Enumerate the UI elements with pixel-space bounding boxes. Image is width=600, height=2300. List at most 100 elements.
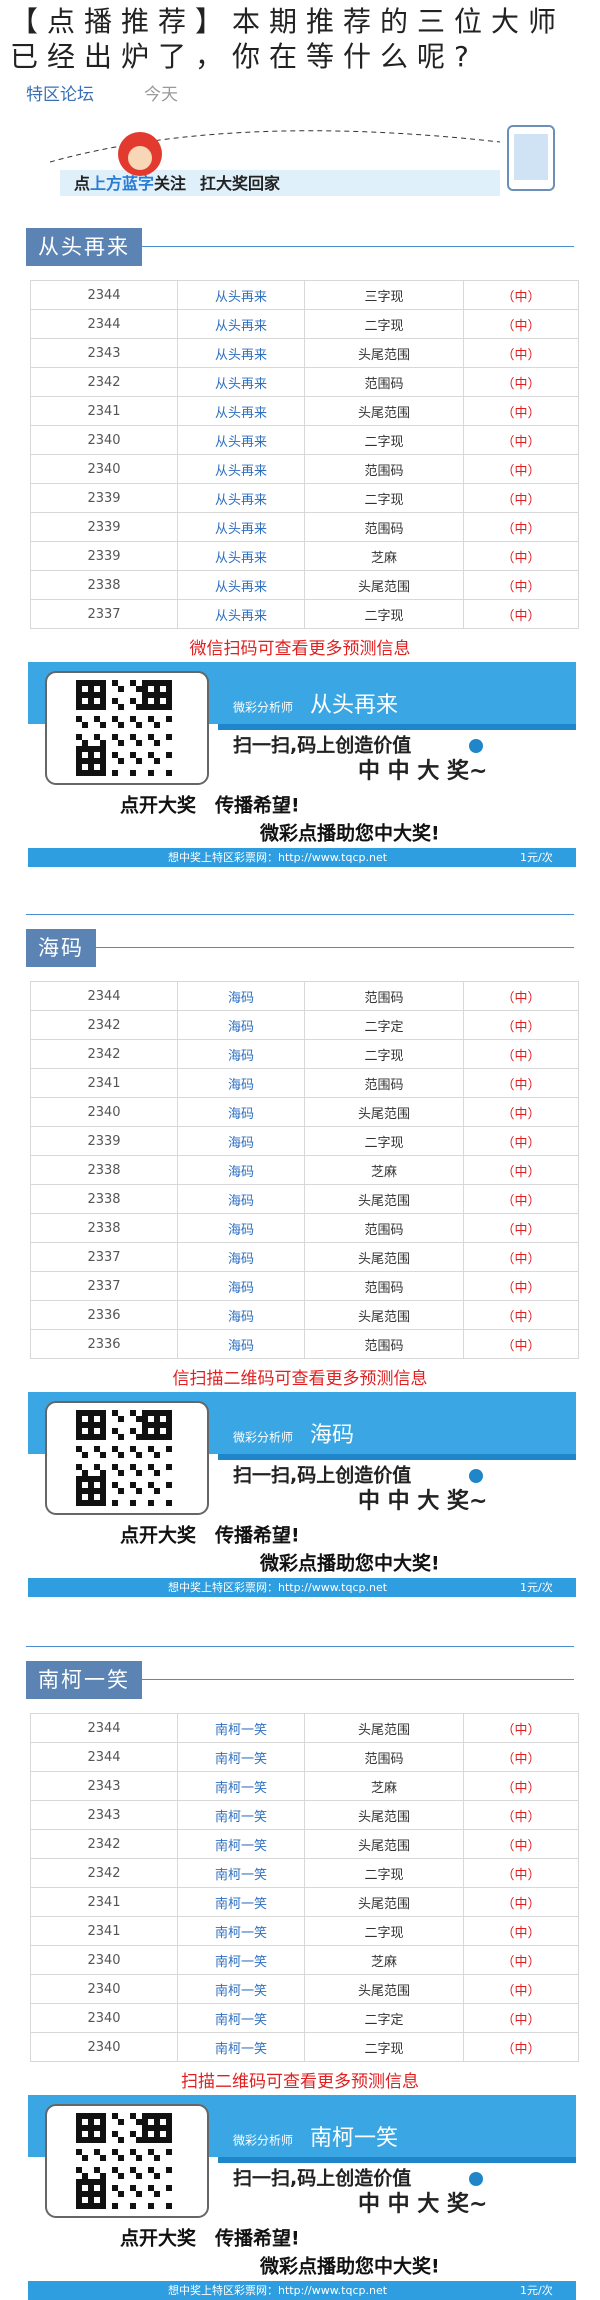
cell: 海码	[177, 1271, 305, 1301]
cell: 二字现	[304, 1916, 464, 1946]
row: 2340 海码 头尾范围 （中）	[30, 1097, 579, 1127]
qr-cell	[100, 2137, 106, 2143]
qr-cell	[118, 740, 124, 746]
cell: 2344	[30, 981, 178, 1011]
cell: 头尾范围	[304, 1887, 464, 1917]
cell: 头尾范围	[304, 1974, 464, 2004]
cell: （中）	[463, 1713, 579, 1743]
cell: 2342	[30, 1829, 178, 1859]
qr-cell	[94, 770, 100, 776]
cell: 2342	[30, 1039, 178, 1069]
cell: 2341	[30, 396, 178, 426]
row: 2343 从头再来 头尾范围 （中）	[30, 338, 579, 368]
qr-cell	[100, 2203, 106, 2209]
cell: 从头再来	[177, 396, 305, 426]
qr-cell	[82, 680, 88, 686]
cell: 2337	[30, 1242, 178, 1272]
qr-cell	[118, 2173, 124, 2179]
cell: 二字现	[304, 425, 464, 455]
note: 信扫描二维码可查看更多预测信息	[172, 1369, 428, 1389]
qr-cell	[94, 734, 100, 740]
qr-cell	[136, 722, 142, 728]
qr-cell	[100, 1428, 106, 1434]
cell: 从头再来	[177, 454, 305, 484]
cell: （中）	[463, 1242, 579, 1272]
cell: 头尾范围	[304, 1242, 464, 1272]
qr-cell	[166, 1464, 172, 1470]
qr-cell	[88, 2203, 94, 2209]
qr-cell	[142, 1416, 148, 1422]
qr-cell	[166, 2131, 172, 2137]
slogan: 扫一扫,码上创造价值	[233, 2167, 411, 2190]
qr-cell	[100, 1410, 106, 1416]
banner-footer	[28, 848, 576, 867]
qr-cell	[100, 2179, 106, 2185]
cell: 二字现	[304, 483, 464, 513]
qr-cell	[88, 1488, 94, 1494]
cell: 2344	[30, 1742, 178, 1772]
qr-cell	[154, 1428, 160, 1434]
qr-cell	[112, 1446, 118, 1452]
qr-cell	[160, 1410, 166, 1416]
top-banner-part: 关注	[154, 174, 186, 193]
qr-cell	[142, 686, 148, 692]
cell: 从头再来	[177, 483, 305, 513]
row: 2341 海码 范围码 （中）	[30, 1068, 579, 1098]
qr-cell	[166, 1422, 172, 1428]
row: 2340 南柯一笑 头尾范围 （中）	[30, 1974, 579, 2004]
qr-cell	[100, 752, 106, 758]
cell: 2342	[30, 1010, 178, 1040]
qr-cell	[76, 2131, 82, 2137]
qr-cell	[76, 2119, 82, 2125]
cell: 范围码	[304, 512, 464, 542]
qr-cell	[88, 746, 94, 752]
cell: 二字定	[304, 2003, 464, 2033]
qr-cell	[82, 692, 88, 698]
qr-cell	[112, 1464, 118, 1470]
qr-cell	[76, 1482, 82, 1488]
cell: 2340	[30, 454, 178, 484]
cell: 范围码	[304, 1271, 464, 1301]
qr-cell	[148, 734, 154, 740]
cell: 2337	[30, 599, 178, 629]
cell: （中）	[463, 2032, 579, 2062]
qr-cell	[76, 2149, 82, 2155]
row: 2337 海码 头尾范围 （中）	[30, 1242, 579, 1272]
qr-cell	[118, 2119, 124, 2125]
qr-cell	[148, 1500, 154, 1506]
cell: 头尾范围	[304, 1829, 464, 1859]
qr-cell	[130, 1446, 136, 1452]
cell: 2342	[30, 367, 178, 397]
cell: （中）	[463, 981, 579, 1011]
qr-cell	[148, 2113, 154, 2119]
qr-cell	[166, 686, 172, 692]
qr-cell	[82, 1476, 88, 1482]
qr-cell	[130, 1482, 136, 1488]
qr-cell	[76, 2197, 82, 2203]
cell: 范围码	[304, 981, 464, 1011]
qr-cell	[130, 680, 136, 686]
cell: 海码	[177, 1155, 305, 1185]
qr-cell	[166, 752, 172, 758]
qr-cell	[136, 2173, 142, 2179]
qr-cell	[100, 1434, 106, 1440]
qr-cell	[154, 680, 160, 686]
qr-cell	[76, 1410, 82, 1416]
cell: 2341	[30, 1916, 178, 1946]
qr-cell	[136, 704, 142, 710]
qr-cell	[154, 692, 160, 698]
qr-cell	[118, 2191, 124, 2197]
qr-cell	[136, 2119, 142, 2125]
qr-cell	[160, 692, 166, 698]
qr-cell	[136, 1488, 142, 1494]
cell: （中）	[463, 512, 579, 542]
qr-cell	[154, 722, 160, 728]
qr-cell	[100, 2125, 106, 2131]
cell: 芝麻	[304, 1945, 464, 1975]
slogan: 扫一扫,码上创造价值	[233, 734, 411, 757]
qr-cell	[148, 1482, 154, 1488]
row: 2336 海码 范围码 （中）	[30, 1329, 579, 1359]
qr-cell	[166, 2125, 172, 2131]
qr-cell	[112, 2203, 118, 2209]
